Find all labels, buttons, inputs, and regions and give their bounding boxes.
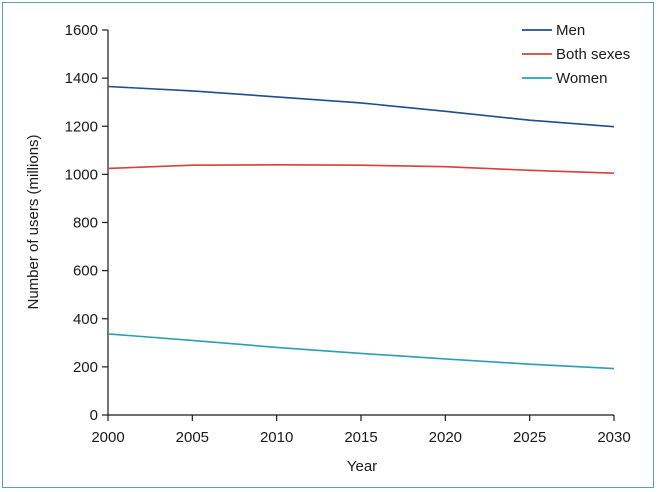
x-tick-label: 2005	[176, 429, 209, 446]
x-ticks: 2000 2005 2010 2015 2020 2025 2030	[91, 415, 631, 446]
axes	[107, 30, 614, 416]
series-line-both-sexes	[107, 164, 615, 174]
series-line-men	[107, 85, 615, 128]
series-lines	[107, 85, 615, 370]
x-tick-label: 2015	[344, 429, 377, 446]
y-tick-label: 800	[73, 215, 98, 232]
legend-label: Women	[556, 70, 607, 87]
y-tick-label: 1400	[65, 70, 98, 87]
y-tick-label: 1000	[65, 166, 98, 183]
y-tick-label: 400	[73, 311, 98, 328]
y-tick-label: 200	[73, 359, 98, 376]
y-tick-label: 1200	[65, 118, 98, 135]
x-axis-label: Year	[347, 458, 377, 475]
chart-frame	[2, 2, 654, 488]
y-tick-label: 1600	[65, 22, 98, 39]
x-tick-label: 2000	[91, 429, 124, 446]
legend: Men Both sexes Women	[522, 22, 630, 87]
series-line-women	[107, 333, 615, 370]
x-tick-label: 2020	[429, 429, 462, 446]
y-axis-label: Number of users (millions)	[25, 134, 42, 309]
y-tick-label: 600	[73, 263, 98, 280]
y-ticks: 0 200 400 600 800 1000 1200 1400 1600	[65, 22, 108, 424]
y-tick-label: 0	[90, 407, 98, 424]
x-tick-label: 2025	[513, 429, 546, 446]
x-tick-label: 2010	[260, 429, 293, 446]
legend-label: Men	[556, 22, 585, 39]
x-tick-label: 2030	[597, 429, 630, 446]
legend-label: Both sexes	[556, 46, 630, 63]
